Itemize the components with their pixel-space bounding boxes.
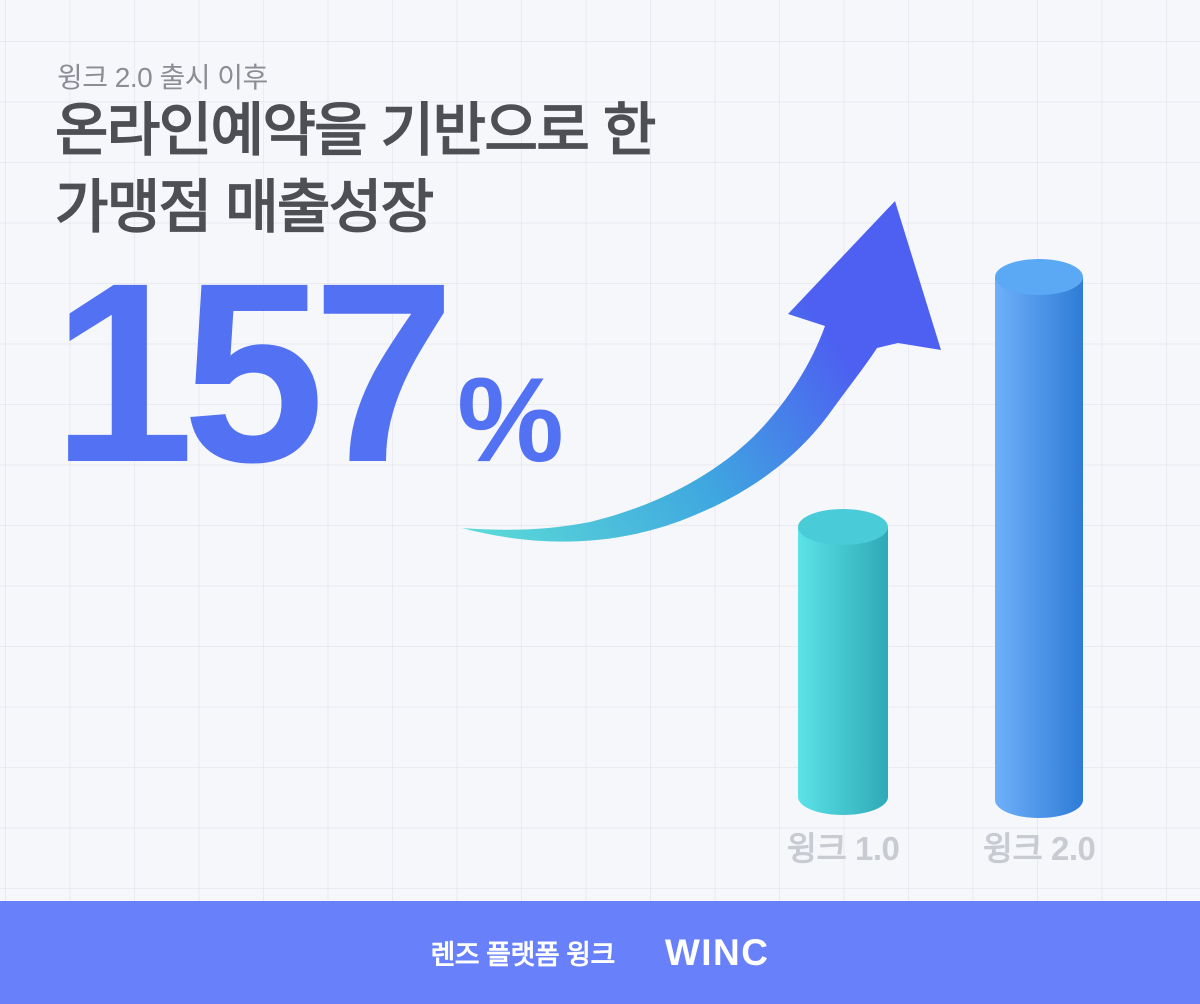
footer-tagline: 렌즈 플랫폼 윙크 [430, 940, 615, 970]
bar-label-wink-1-0: 윙크 1.0 [786, 830, 900, 867]
bar-label-wink-2-0: 윙크 2.0 [982, 830, 1096, 867]
bar-body [798, 527, 888, 815]
growth-stat: 157 % [52, 245, 564, 501]
title-line-2: 가맹점 매출성장 [55, 175, 434, 240]
stat-value: 157 [52, 230, 455, 516]
bar-top-ellipse [798, 509, 888, 545]
eyebrow-text: 윙크 2.0 출시 이후 [57, 62, 268, 93]
footer-bar: 렌즈 플랫폼 윙크 WINC [0, 901, 1200, 1004]
stat-unit: % [457, 353, 564, 487]
bar-wink-2-0 [995, 259, 1083, 818]
page-title: 온라인예약을 기반으로 한 가맹점 매출성장 [55, 92, 656, 246]
title-line-1: 온라인예약을 기반으로 한 [55, 98, 656, 163]
winc-logo: WINC [664, 931, 770, 973]
bar-body [995, 277, 1083, 818]
bar-top-ellipse [995, 259, 1083, 295]
bar-wink-1-0 [798, 509, 888, 815]
